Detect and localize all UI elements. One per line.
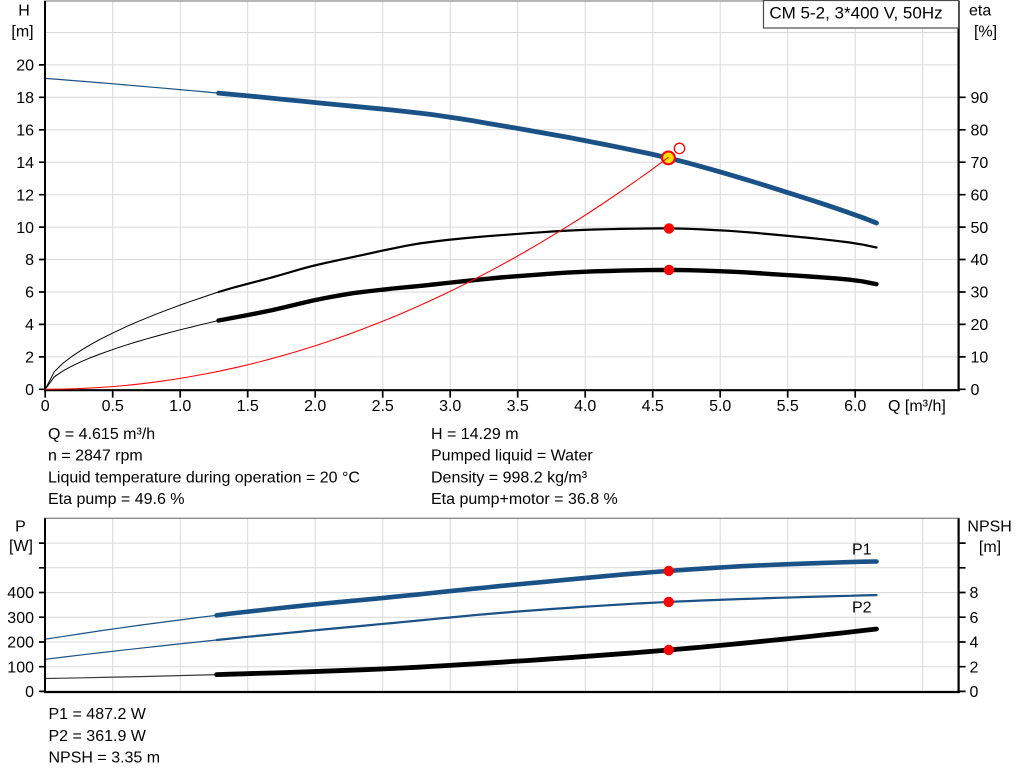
svg-text:NPSH: NPSH [967, 519, 1011, 536]
svg-text:P2: P2 [852, 600, 872, 617]
svg-text:0: 0 [970, 684, 979, 701]
svg-text:0.5: 0.5 [102, 398, 124, 415]
svg-text:90: 90 [971, 90, 989, 107]
svg-text:Density = 998.2 kg/m³: Density = 998.2 kg/m³ [431, 469, 588, 486]
svg-text:Q = 4.615 m³/h: Q = 4.615 m³/h [48, 426, 155, 443]
svg-text:1.0: 1.0 [169, 398, 191, 415]
svg-text:20: 20 [16, 58, 34, 75]
svg-text:6.0: 6.0 [844, 398, 866, 415]
svg-text:12: 12 [16, 187, 34, 204]
svg-text:0: 0 [25, 382, 34, 399]
svg-text:6: 6 [970, 610, 979, 627]
svg-text:n = 2847 rpm: n = 2847 rpm [48, 448, 143, 465]
svg-text:60: 60 [971, 187, 989, 204]
svg-text:[%]: [%] [974, 24, 997, 41]
svg-text:3.5: 3.5 [507, 398, 529, 415]
svg-text:80: 80 [971, 123, 989, 140]
svg-text:3.0: 3.0 [439, 398, 461, 415]
svg-text:1.5: 1.5 [237, 398, 259, 415]
svg-text:10: 10 [971, 350, 989, 367]
svg-text:[m]: [m] [11, 24, 33, 41]
svg-text:10: 10 [16, 220, 34, 237]
svg-text:20: 20 [971, 317, 989, 334]
svg-text:H: H [18, 3, 30, 20]
svg-text:50: 50 [971, 220, 989, 237]
svg-text:2: 2 [25, 350, 34, 367]
svg-text:[W]: [W] [9, 538, 33, 555]
svg-text:5.5: 5.5 [777, 398, 799, 415]
svg-text:14: 14 [16, 155, 34, 172]
svg-text:100: 100 [7, 659, 34, 676]
svg-text:4: 4 [25, 317, 34, 334]
svg-text:CM 5-2, 3*400 V, 50Hz: CM 5-2, 3*400 V, 50Hz [769, 4, 942, 23]
svg-text:[m]: [m] [979, 539, 1001, 556]
svg-text:2: 2 [970, 659, 979, 676]
svg-text:Liquid temperature during oper: Liquid temperature during operation = 20… [48, 469, 360, 486]
svg-text:400: 400 [7, 585, 34, 602]
svg-text:4: 4 [970, 635, 979, 652]
svg-text:P1: P1 [852, 542, 872, 559]
svg-text:Q [m³/h]: Q [m³/h] [888, 398, 946, 415]
svg-text:300: 300 [7, 610, 34, 627]
svg-text:5.0: 5.0 [709, 398, 731, 415]
svg-text:0: 0 [25, 684, 34, 701]
svg-text:200: 200 [7, 635, 34, 652]
svg-text:2.5: 2.5 [372, 398, 394, 415]
svg-text:Eta pump+motor = 36.8 %: Eta pump+motor = 36.8 % [431, 491, 618, 508]
svg-text:0: 0 [41, 398, 50, 415]
svg-text:4.0: 4.0 [574, 398, 596, 415]
svg-text:0: 0 [971, 382, 980, 399]
svg-text:8: 8 [25, 252, 34, 269]
svg-text:16: 16 [16, 123, 34, 140]
svg-text:eta: eta [969, 3, 991, 20]
svg-text:Pumped liquid = Water: Pumped liquid = Water [431, 448, 593, 465]
svg-text:Eta pump = 49.6 %: Eta pump = 49.6 % [48, 491, 185, 508]
svg-text:18: 18 [16, 90, 34, 107]
svg-text:H = 14.29 m: H = 14.29 m [431, 426, 519, 443]
svg-text:8: 8 [970, 585, 979, 602]
svg-text:6: 6 [25, 285, 34, 302]
svg-text:40: 40 [971, 252, 989, 269]
svg-text:30: 30 [971, 285, 989, 302]
svg-text:P: P [15, 519, 26, 536]
svg-text:NPSH = 3.35 m: NPSH = 3.35 m [49, 750, 161, 767]
svg-text:2.0: 2.0 [304, 398, 326, 415]
svg-text:P1 = 487.2 W: P1 = 487.2 W [49, 706, 147, 723]
svg-text:4.5: 4.5 [642, 398, 664, 415]
svg-text:70: 70 [971, 155, 989, 172]
svg-text:P2 = 361.9 W: P2 = 361.9 W [49, 728, 147, 745]
